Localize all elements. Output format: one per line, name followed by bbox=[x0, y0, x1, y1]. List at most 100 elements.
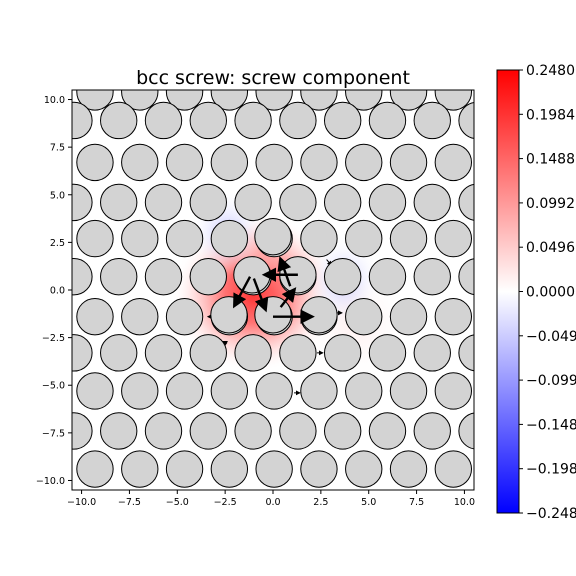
y-tick-label: −2.5 bbox=[42, 333, 65, 344]
atom bbox=[434, 372, 473, 410]
atom bbox=[210, 450, 249, 488]
atom bbox=[210, 372, 249, 410]
core-atom bbox=[233, 256, 271, 294]
atom bbox=[76, 90, 114, 111]
atom bbox=[413, 101, 451, 140]
atom bbox=[300, 450, 338, 488]
atom bbox=[413, 257, 451, 296]
colorbar-tick-label: −0.1984 bbox=[526, 462, 576, 478]
y-tick-label: 0.0 bbox=[50, 286, 65, 297]
atom bbox=[165, 90, 204, 111]
y-tick-label: −10.0 bbox=[36, 476, 65, 487]
x-tick-label: −2.5 bbox=[214, 497, 237, 508]
atom bbox=[189, 257, 227, 296]
atom bbox=[323, 334, 362, 372]
x-tick-label: −7.5 bbox=[118, 497, 141, 508]
colorbar-tick-label: 0.2480 bbox=[526, 63, 575, 79]
atom bbox=[121, 90, 159, 111]
atom bbox=[368, 334, 407, 372]
atom bbox=[76, 143, 114, 182]
x-tick-label: 5.0 bbox=[361, 497, 376, 508]
atom bbox=[76, 297, 114, 336]
atom bbox=[144, 257, 183, 296]
atom bbox=[368, 183, 407, 222]
atom bbox=[165, 297, 204, 336]
atom bbox=[323, 412, 362, 450]
atom bbox=[279, 101, 317, 140]
displacement-arrow bbox=[233, 276, 252, 309]
atom bbox=[434, 143, 473, 182]
atom bbox=[72, 101, 93, 140]
atom bbox=[121, 143, 159, 182]
atom bbox=[100, 183, 138, 222]
atom bbox=[100, 257, 138, 296]
atom bbox=[434, 219, 473, 258]
colorbar-tick-label: −0.2480 bbox=[526, 506, 576, 522]
x-tick-label: 7.5 bbox=[409, 497, 424, 508]
atom bbox=[279, 334, 317, 372]
atom bbox=[434, 297, 473, 336]
displacement-arrow bbox=[279, 287, 297, 308]
x-axis: −10.0 −7.5 −5.0 −2.5 0.0 2.5 5.0 7.5 10.0 bbox=[67, 490, 475, 508]
atom bbox=[165, 143, 204, 182]
atom bbox=[144, 183, 183, 222]
colorbar-tick-label: 0.0000 bbox=[526, 285, 575, 301]
colorbar: 0.2480 0.1984 0.1488 0.0992 0.0496 0.0000 −0.0… bbox=[496, 63, 576, 522]
atom bbox=[389, 90, 428, 111]
atom bbox=[189, 101, 227, 140]
colorbar-tick-label: 0.0992 bbox=[526, 196, 575, 212]
y-tick-label: 2.5 bbox=[50, 238, 65, 249]
y-axis: 10.0 7.5 5.0 2.5 0.0 −2.5 −5.0 −7.5 −10.0 bbox=[36, 95, 72, 487]
atom bbox=[144, 334, 183, 372]
colorbar-tick-label: 0.1984 bbox=[526, 107, 575, 123]
colorbar-tick-label: −0.0992 bbox=[526, 373, 576, 389]
atom bbox=[368, 257, 407, 296]
atom bbox=[279, 183, 317, 222]
atom bbox=[458, 258, 474, 296]
atom bbox=[368, 412, 407, 450]
atom bbox=[165, 372, 204, 410]
x-tick-label: 2.5 bbox=[313, 497, 328, 508]
atom bbox=[389, 143, 428, 182]
atom bbox=[389, 372, 428, 410]
atom bbox=[345, 143, 383, 182]
atom bbox=[210, 90, 249, 111]
atom bbox=[255, 143, 293, 182]
colorbar-tick-label: 0.0496 bbox=[526, 240, 575, 256]
atom bbox=[210, 143, 249, 182]
displacement-arrow bbox=[277, 256, 292, 287]
displacement-arrow bbox=[252, 278, 269, 313]
atom bbox=[100, 412, 138, 450]
atom bbox=[165, 450, 204, 488]
atom bbox=[72, 183, 93, 222]
atom bbox=[279, 412, 317, 450]
atom bbox=[189, 334, 227, 372]
atom bbox=[100, 334, 138, 372]
atom bbox=[389, 297, 428, 336]
arrow-layer bbox=[233, 256, 315, 324]
atom bbox=[234, 183, 272, 222]
atom bbox=[72, 412, 93, 450]
atom bbox=[234, 101, 272, 140]
atom bbox=[121, 372, 159, 410]
atom bbox=[72, 334, 93, 372]
chart-title: bcc screw: screw component bbox=[136, 67, 410, 89]
atom bbox=[255, 450, 293, 488]
y-tick-label: 7.5 bbox=[50, 143, 65, 154]
atom bbox=[76, 372, 114, 410]
core-atom bbox=[300, 296, 338, 334]
atom bbox=[458, 102, 474, 139]
atom bbox=[121, 450, 159, 488]
small-arrow bbox=[222, 340, 228, 346]
atom bbox=[189, 412, 227, 450]
plot-area bbox=[71, 89, 475, 491]
atom bbox=[255, 90, 293, 111]
atom bbox=[121, 219, 159, 258]
atom bbox=[300, 90, 338, 111]
atom bbox=[323, 101, 362, 140]
atom bbox=[389, 450, 428, 488]
atom bbox=[76, 450, 114, 488]
atom bbox=[345, 372, 383, 410]
atom bbox=[345, 450, 383, 488]
atom bbox=[300, 372, 338, 410]
